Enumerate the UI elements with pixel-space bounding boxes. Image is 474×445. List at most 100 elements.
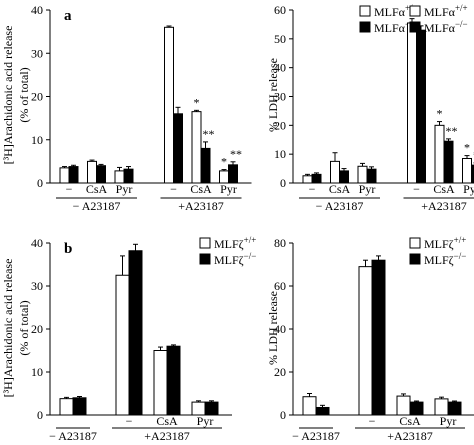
bar	[471, 164, 474, 184]
chart-panel-3: 0 10 20 30 40 [³H]Arachidonic acid release (% …	[1, 235, 256, 443]
bar	[434, 398, 449, 416]
bar	[59, 398, 74, 416]
y-tick-label: 60	[274, 279, 286, 293]
group-label: − A23187	[316, 199, 364, 213]
bar	[357, 165, 368, 184]
bar	[443, 140, 454, 184]
x-tick-label: −	[413, 182, 420, 196]
significance-label: **	[203, 127, 215, 141]
panel-label: a	[64, 8, 72, 24]
bar	[302, 396, 317, 416]
bar	[366, 168, 377, 184]
x-tick-label: CsA	[86, 182, 108, 196]
bar	[434, 124, 445, 184]
y-tick-label: 40	[274, 322, 286, 336]
x-tick-label: Pyr	[116, 182, 133, 196]
y-axis-label: (% of total)	[17, 67, 31, 122]
bar	[68, 166, 79, 184]
y-tick-label: 40	[274, 61, 286, 75]
bar	[123, 168, 134, 184]
bar	[371, 259, 386, 416]
bar	[358, 266, 373, 416]
significance-label: **	[230, 147, 242, 161]
x-tick-label: Pyr	[440, 414, 457, 428]
group-label: − A23187	[292, 429, 340, 443]
x-tick-label: Pyr	[463, 182, 474, 196]
y-tick-label: 60	[274, 3, 286, 17]
bar	[128, 250, 143, 416]
bar	[72, 397, 87, 416]
x-tick-label: −	[369, 414, 376, 428]
bar	[200, 147, 211, 184]
legend-swatch	[359, 21, 371, 33]
bar	[315, 406, 330, 416]
significance-label: *	[464, 141, 470, 155]
bar	[173, 113, 183, 184]
bar	[166, 345, 181, 416]
bar	[407, 22, 417, 184]
legend-label: MLFα+/+	[424, 3, 468, 19]
group-label: − A23187	[73, 199, 121, 213]
y-tick-label: 20	[274, 365, 286, 379]
y-tick-label: 40	[31, 3, 43, 17]
legend-swatch	[409, 5, 421, 17]
y-tick-label: 0	[280, 408, 286, 422]
legend-label: MLFζ−/−	[424, 251, 466, 267]
legend-label: MLFζ−/−	[214, 251, 256, 267]
legend-swatch	[359, 5, 371, 17]
bar	[87, 160, 97, 184]
x-tick-label: −	[170, 182, 177, 196]
legend-label: MLFζ+/+	[214, 235, 256, 251]
significance-label: **	[446, 124, 458, 138]
x-tick-label: CsA	[399, 414, 421, 428]
y-tick-label: 10	[31, 133, 43, 147]
y-axis-label: [³H]Arachidonic acid release	[1, 26, 15, 165]
x-tick-label: CsA	[329, 182, 351, 196]
y-tick-label: 20	[31, 90, 43, 104]
bar	[164, 26, 174, 184]
bar	[115, 274, 130, 416]
y-axis-label: % LDH release	[266, 58, 280, 132]
significance-label: *	[194, 95, 200, 109]
y-axis-label: [³H]Arachidonic acid release	[1, 259, 15, 398]
legend-label: MLFα−/−	[424, 19, 468, 35]
y-tick-label: 10	[274, 147, 286, 161]
bar	[96, 165, 106, 184]
legend-swatch	[199, 237, 211, 249]
panel-label: b	[64, 241, 72, 257]
x-tick-label: Pyr	[220, 182, 237, 196]
chart-panel-1: 0 10 20 30 40 [³H]Arachidonic acid release (% …	[1, 3, 418, 213]
bar	[462, 157, 472, 184]
x-tick-label: −	[126, 414, 133, 428]
bar	[330, 160, 340, 184]
y-tick-label: 20	[31, 322, 43, 336]
bar	[191, 111, 202, 184]
y-tick-label: 0	[37, 408, 43, 422]
x-tick-label: −	[66, 182, 73, 196]
chart-panel-4: 0 20 40 60 80 % LDH release − CsA Pyr − A23187 +A2…	[266, 235, 474, 443]
y-tick-label: 80	[274, 236, 286, 250]
x-tick-label: −	[309, 182, 316, 196]
y-tick-label: 10	[31, 365, 43, 379]
legend-swatch	[199, 253, 211, 265]
y-tick-label: 0	[37, 176, 43, 190]
group-label: +A23187	[178, 199, 223, 213]
bar	[416, 29, 426, 184]
x-tick-label: CsA	[190, 182, 212, 196]
group-label: − A23187	[49, 429, 97, 443]
x-tick-label: CsA	[156, 414, 178, 428]
y-tick-label: 50	[274, 32, 286, 46]
y-tick-label: 20	[274, 118, 286, 132]
significance-label: *	[437, 107, 443, 121]
bar	[396, 395, 411, 416]
group-label: +A23187	[387, 429, 432, 443]
legend-label: MLFζ+/+	[424, 235, 466, 251]
legend-swatch	[409, 237, 421, 249]
bar	[228, 164, 238, 184]
group-label: +A23187	[144, 429, 189, 443]
y-tick-label: 30	[31, 46, 43, 60]
y-tick-label: 30	[274, 90, 286, 104]
y-axis-label: (% of total)	[17, 300, 31, 355]
